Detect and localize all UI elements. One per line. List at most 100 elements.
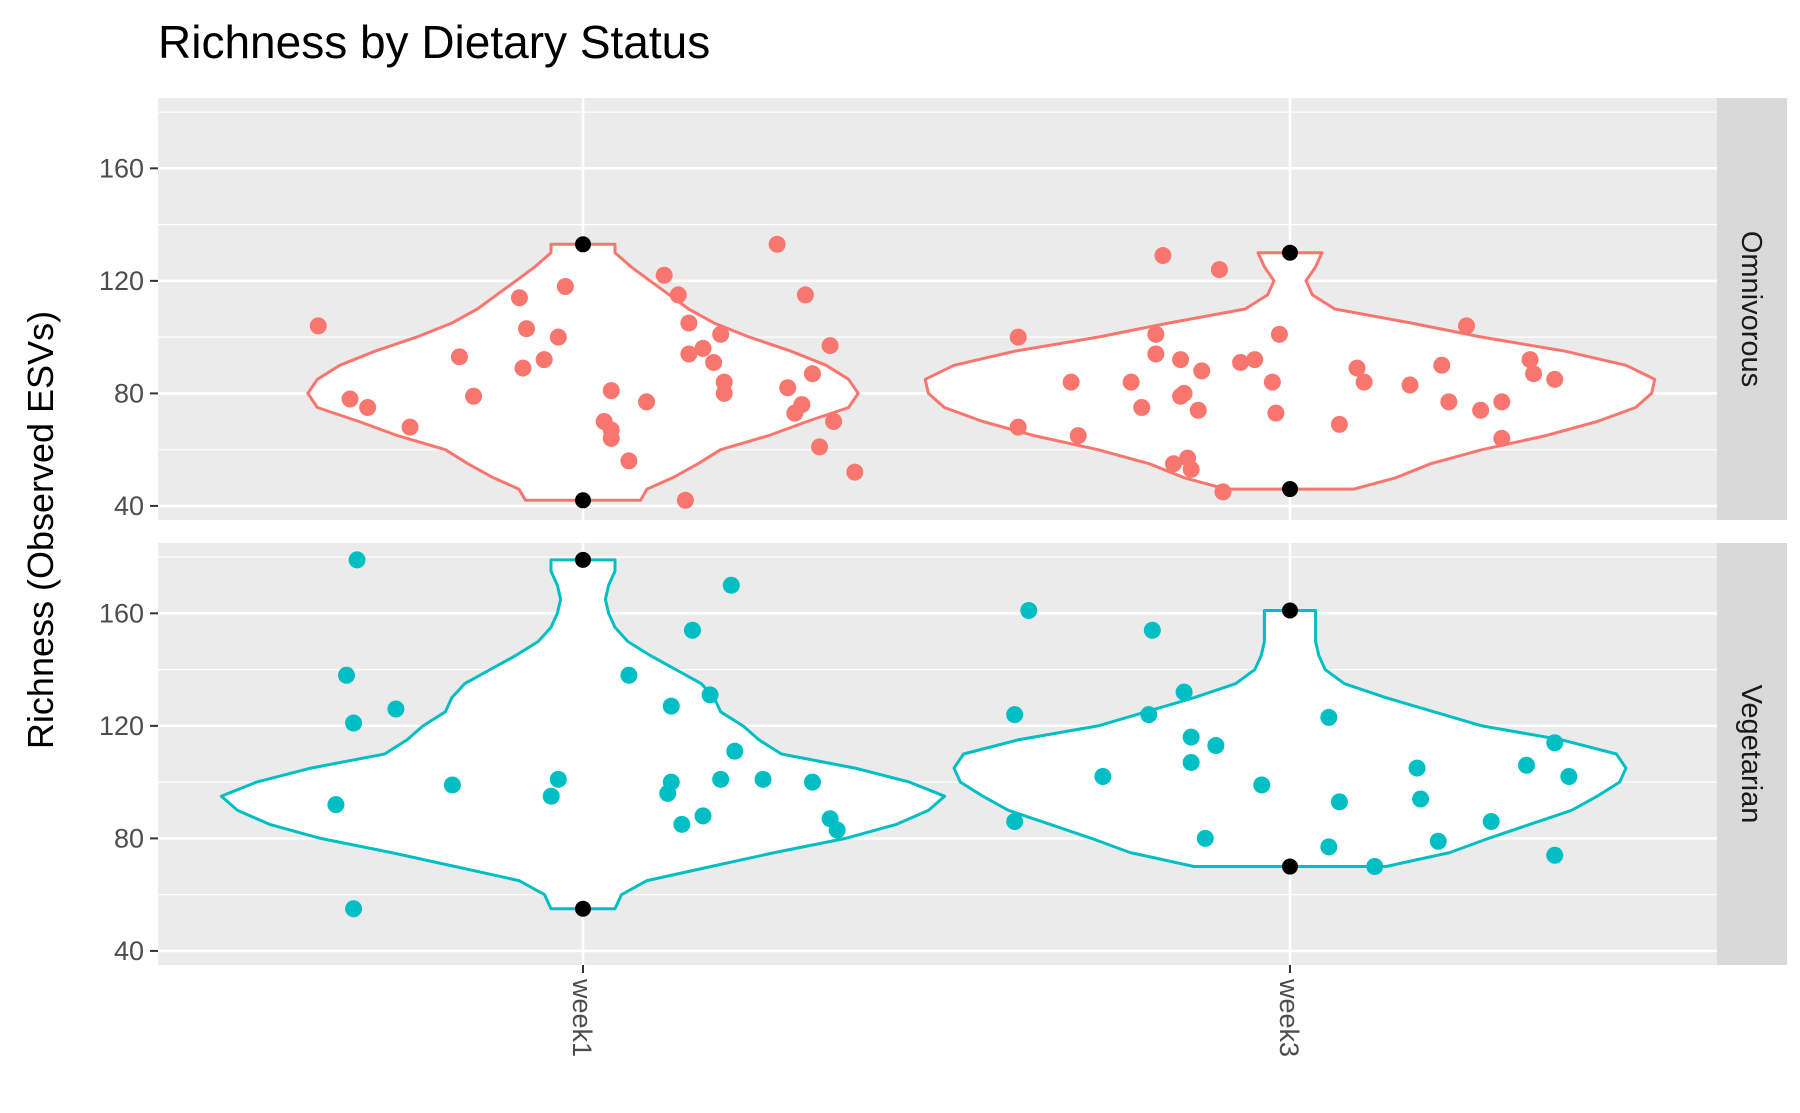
data-point — [821, 337, 839, 355]
violin-max-point — [575, 236, 591, 253]
strip-background — [1717, 543, 1787, 965]
data-point — [1140, 706, 1158, 724]
data-point — [1320, 708, 1338, 726]
strip-label-omnivorous: Omnivorous — [1735, 231, 1767, 387]
data-point — [1408, 759, 1426, 777]
data-point — [1458, 317, 1475, 335]
data-point — [1366, 858, 1384, 876]
data-point — [1253, 776, 1271, 794]
data-point — [1472, 401, 1490, 419]
data-point — [1154, 247, 1172, 265]
data-point — [1143, 621, 1161, 639]
data-point — [1175, 683, 1193, 701]
data-point — [722, 576, 740, 594]
data-point — [1062, 373, 1080, 391]
data-point — [327, 796, 345, 814]
facets-layer: 40 80 120 160 Omnivorous 40 80 120 160 Vegetarian… — [99, 98, 1787, 1057]
data-point — [1560, 768, 1578, 786]
data-point — [1232, 353, 1250, 371]
data-point — [673, 815, 691, 833]
data-point — [1401, 376, 1419, 394]
data-point — [1546, 846, 1564, 864]
violin-min-point — [575, 492, 591, 509]
data-point — [1482, 813, 1500, 831]
data-point — [712, 770, 730, 788]
data-point — [1320, 838, 1338, 856]
data-point — [359, 398, 377, 416]
data-point — [669, 286, 687, 304]
data-point — [1133, 398, 1151, 416]
data-point — [556, 277, 574, 295]
data-point — [1182, 728, 1200, 746]
data-point — [1193, 362, 1211, 380]
data-point — [1182, 753, 1200, 771]
data-point — [825, 413, 843, 431]
data-point — [1493, 429, 1511, 447]
data-point — [341, 390, 359, 408]
y-axis-title: Richness (Observed ESVs) — [20, 311, 61, 749]
data-point — [1330, 793, 1348, 811]
data-point — [1429, 832, 1447, 850]
data-point — [803, 773, 821, 791]
violin-min-point — [1282, 858, 1298, 875]
y-tick-label: 40 — [114, 936, 144, 966]
y-tick-label: 160 — [99, 598, 144, 628]
y-tick-label: 80 — [114, 823, 144, 853]
data-point — [796, 286, 814, 304]
y-tick-label: 40 — [114, 491, 144, 521]
data-point — [1020, 602, 1038, 620]
y-tick-label: 120 — [99, 711, 144, 741]
data-point — [712, 325, 730, 343]
data-point — [345, 900, 363, 918]
facet-omnivorous: 40 80 120 160 Omnivorous — [99, 98, 1787, 521]
violin-min-point — [1282, 481, 1298, 498]
data-point — [602, 429, 620, 447]
data-point — [1196, 829, 1214, 847]
data-point — [1147, 325, 1165, 343]
strip-background — [1717, 98, 1787, 520]
y-tick-label: 80 — [114, 378, 144, 408]
data-point — [793, 396, 811, 414]
data-point — [1006, 706, 1024, 724]
data-point — [1094, 768, 1112, 786]
data-point — [1521, 351, 1539, 369]
data-point — [514, 359, 532, 377]
data-point — [345, 714, 363, 732]
data-point — [1348, 359, 1366, 377]
data-point — [811, 438, 829, 456]
data-point — [542, 787, 560, 805]
violin-max-point — [1282, 602, 1298, 619]
data-point — [1147, 345, 1165, 363]
data-point — [1518, 756, 1536, 774]
data-point — [715, 384, 733, 402]
data-point — [1493, 393, 1511, 411]
data-point — [846, 463, 864, 481]
data-point — [1246, 351, 1264, 369]
panel-background — [158, 98, 1717, 520]
data-point — [1263, 373, 1281, 391]
data-point — [1270, 325, 1288, 343]
data-point — [1122, 373, 1140, 391]
data-point — [620, 666, 638, 684]
data-point — [1412, 790, 1430, 808]
data-point — [1207, 737, 1225, 755]
data-point — [726, 742, 744, 760]
data-point — [602, 382, 620, 400]
data-point — [1214, 483, 1232, 501]
data-point — [1525, 365, 1543, 383]
data-point — [705, 353, 723, 371]
data-point — [348, 551, 366, 569]
data-point — [1175, 384, 1193, 402]
data-point — [680, 345, 698, 363]
data-point — [1006, 813, 1024, 831]
y-tick-label: 120 — [99, 266, 144, 296]
x-tick-label-week1: week1 — [567, 978, 597, 1057]
data-point — [1546, 734, 1564, 752]
violin-max-point — [575, 551, 591, 568]
data-point — [1210, 261, 1228, 279]
facet-vegetarian: 40 80 120 160 Vegetarian — [99, 543, 1787, 966]
data-point — [701, 686, 719, 704]
violin-min-point — [575, 900, 591, 917]
data-point — [655, 266, 673, 284]
data-point — [676, 491, 694, 509]
